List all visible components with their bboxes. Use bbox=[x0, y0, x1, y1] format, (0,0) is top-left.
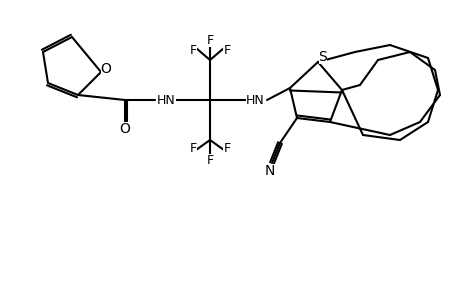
Text: N: N bbox=[264, 164, 274, 178]
Text: F: F bbox=[206, 154, 213, 166]
Text: F: F bbox=[206, 34, 213, 46]
Text: F: F bbox=[189, 44, 196, 56]
Text: HN: HN bbox=[245, 94, 264, 106]
Text: F: F bbox=[223, 142, 230, 154]
Text: F: F bbox=[223, 44, 230, 56]
Text: F: F bbox=[189, 142, 196, 154]
Text: S: S bbox=[318, 50, 327, 64]
Text: O: O bbox=[119, 122, 130, 136]
Text: HN: HN bbox=[157, 94, 175, 106]
Text: O: O bbox=[101, 62, 111, 76]
